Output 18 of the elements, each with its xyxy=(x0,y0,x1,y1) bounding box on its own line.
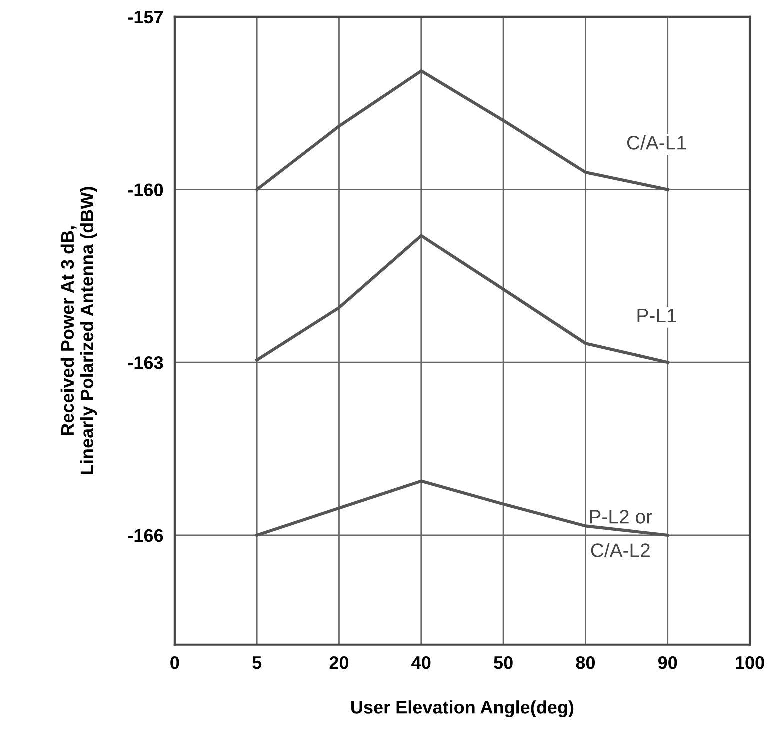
y-tick-label: -163 xyxy=(128,356,164,370)
x-tick-label: 50 xyxy=(494,656,513,670)
x-tick-label: 20 xyxy=(330,656,349,670)
x-tick-label: 0 xyxy=(170,656,180,670)
y-tick-label: -166 xyxy=(128,529,164,542)
y-tick-label: -157 xyxy=(128,11,164,24)
series-label: C/A-L1 xyxy=(627,136,686,150)
x-tick-label: 80 xyxy=(576,656,595,670)
y-axis-title: Received Power At 3 dB, Linearly Polarized Antenna (dBW) xyxy=(60,187,98,474)
x-tick-label: 5 xyxy=(252,656,262,670)
series-label: P-L1 xyxy=(638,309,676,322)
series-label: P-L2 or C/A-L2 xyxy=(590,510,652,558)
x-tick-label: 100 xyxy=(736,656,764,670)
x-tick-label: 40 xyxy=(412,656,431,670)
y-tick-label: -160 xyxy=(128,184,164,196)
x-tick-label: 90 xyxy=(658,656,678,670)
x-axis-title: User Elevation Angle(deg) xyxy=(352,700,574,718)
line-series xyxy=(256,480,670,537)
